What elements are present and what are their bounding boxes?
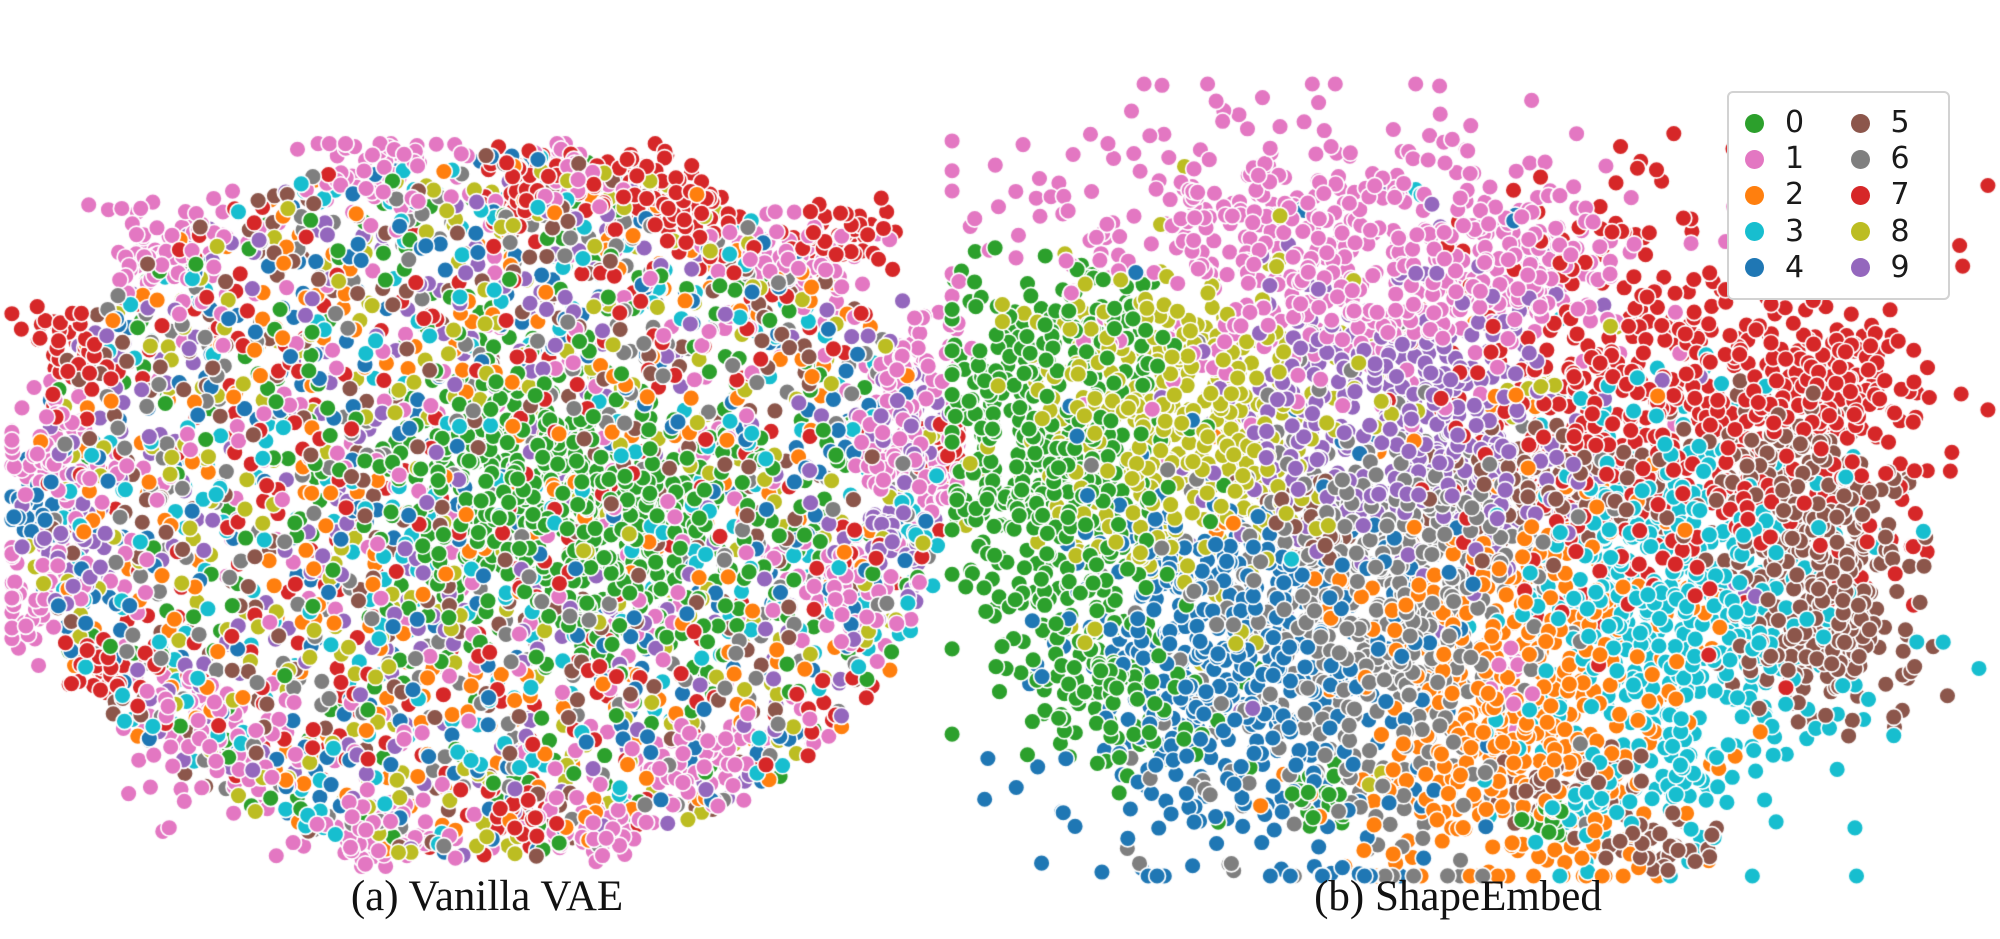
legend-swatch-icon [1745,222,1764,242]
legend-swatch-icon [1850,149,1870,169]
legend-label: 1 [1785,141,1805,177]
legend-item-2: 2 [1745,180,1833,210]
legend-swatch-icon [1745,185,1764,205]
caption-panel-a: (a) Vanilla VAE [350,873,624,920]
legend-item-5: 5 [1850,105,1939,141]
legend-item-8: 8 [1850,213,1939,249]
legend-label: 3 [1785,213,1805,249]
legend-label: 0 [1785,105,1805,141]
legend-item-6: 6 [1850,141,1939,177]
legend-item-9: 9 [1850,249,1939,285]
legend-label: 7 [1890,177,1910,213]
legend-swatch-icon [1850,222,1870,242]
legend-item-7: 7 [1850,177,1939,213]
legend-swatch-icon [1850,113,1870,133]
legend-item-1: 1 [1745,144,1833,174]
legend-label: 2 [1785,177,1805,213]
legend-label: 9 [1890,249,1910,285]
legend-item-3: 3 [1745,213,1833,249]
legend-swatch-icon [1850,258,1870,278]
legend-swatch-icon [1850,185,1870,205]
legend-item-4: 4 [1745,249,1833,285]
legend-swatch-icon [1745,113,1764,133]
caption-panel-b: (b) ShapeEmbed [1314,873,1602,920]
legend-label: 6 [1890,141,1910,177]
legend-label: 5 [1890,105,1910,141]
legend-swatch-icon [1745,258,1764,278]
legend-swatch-icon [1745,149,1764,169]
legend-label: 8 [1890,213,1910,249]
legend-label: 4 [1785,249,1805,285]
legend-item-0: 0 [1745,108,1833,138]
